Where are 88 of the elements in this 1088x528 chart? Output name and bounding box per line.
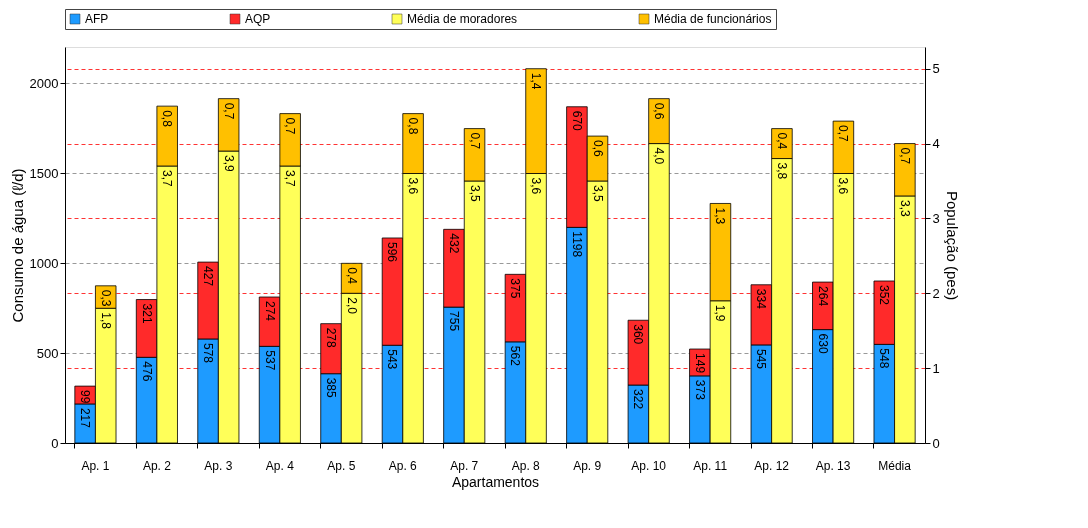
- data-label: 99: [78, 390, 93, 404]
- x-tick-label: Ap. 2: [142, 458, 172, 473]
- data-label: 360: [631, 324, 646, 345]
- x-tick-label: Ap. 1: [81, 458, 110, 473]
- data-label: 3,3: [897, 199, 912, 217]
- y2-tick-label: 2: [932, 285, 940, 301]
- data-label: 3,8: [774, 162, 789, 180]
- data-label: 3,5: [467, 185, 482, 202]
- legend-label: Média de funcionários: [654, 12, 772, 26]
- data-label: 375: [508, 278, 523, 299]
- x-tick-label: Ap. 12: [754, 458, 790, 473]
- x-axis-title: Apartamentos: [451, 473, 540, 490]
- data-label: 543: [385, 349, 400, 370]
- data-label: 4,0: [651, 147, 666, 165]
- data-label: 385: [324, 377, 339, 399]
- data-label: 352: [877, 285, 892, 306]
- data-label: 545: [754, 348, 769, 370]
- data-label: 0,7: [283, 117, 298, 135]
- y2-tick-label: 1: [932, 360, 940, 376]
- x-tick-label: Ap. 10: [631, 458, 667, 473]
- data-label: 537: [262, 350, 277, 371]
- data-label: 3,6: [406, 177, 421, 195]
- y-axis-title: Consumo de água (ℓ/d): [8, 168, 26, 323]
- data-label: 0,7: [836, 125, 851, 143]
- data-label: 1,8: [98, 312, 113, 330]
- data-label: 373: [692, 379, 707, 401]
- data-label: 432: [446, 233, 461, 254]
- x-tick-label: Ap. 3: [204, 458, 233, 473]
- data-label: 321: [139, 303, 154, 324]
- data-label: 755: [446, 311, 461, 332]
- y2-axis-title: População (pes): [943, 190, 961, 301]
- data-label: 3,6: [529, 177, 544, 195]
- data-label: 278: [324, 327, 339, 349]
- x-tick-label: Ap. 9: [573, 458, 602, 473]
- data-label: 596: [385, 241, 400, 263]
- data-label: 1,9: [713, 304, 728, 322]
- data-label: 3,9: [221, 155, 236, 173]
- data-label: 3,7: [283, 170, 298, 188]
- data-label: 1,4: [529, 72, 544, 90]
- data-label: 1,3: [713, 207, 728, 225]
- data-label: 427: [201, 266, 216, 287]
- x-tick-label: Ap. 8: [511, 458, 541, 473]
- x-tick-label: Ap. 5: [327, 458, 356, 473]
- y2-tick-label: 4: [932, 136, 940, 152]
- data-label: 264: [815, 286, 830, 307]
- data-label: 3,6: [836, 177, 851, 195]
- x-tick-label: Ap. 4: [265, 458, 295, 473]
- data-label: 2,0: [344, 297, 359, 315]
- data-label: 0,6: [590, 140, 605, 158]
- data-label: 0,7: [221, 102, 236, 120]
- data-label: 630: [815, 333, 830, 354]
- legend-label: Média de moradores: [407, 12, 518, 26]
- legend-label: AFP: [85, 12, 109, 26]
- data-label: 3,7: [160, 170, 175, 188]
- data-label: 0,7: [897, 147, 912, 165]
- x-tick-label: Ap. 7: [450, 458, 479, 473]
- y2-tick-label: 5: [932, 61, 940, 77]
- data-label: 562: [508, 345, 523, 367]
- data-label: 1198: [569, 231, 584, 258]
- x-tick-label: Média: [878, 458, 912, 473]
- y2-tick-label: 3: [932, 210, 940, 226]
- data-label: 0,7: [467, 132, 482, 150]
- y-tick-label: 1500: [29, 165, 59, 181]
- legend-label: AQP: [245, 12, 271, 26]
- y-tick-label: 500: [36, 345, 59, 361]
- data-label: 0,8: [406, 117, 421, 135]
- data-label: 0,8: [160, 110, 175, 128]
- data-label: 334: [754, 288, 769, 310]
- x-tick-label: Ap. 6: [388, 458, 418, 473]
- x-tick-label: Ap. 11: [693, 458, 728, 473]
- data-label: 322: [631, 389, 646, 410]
- y-tick-label: 0: [51, 435, 59, 451]
- data-label: 578: [201, 342, 216, 364]
- data-label: 149: [692, 353, 707, 374]
- data-label: 3,5: [590, 185, 605, 202]
- data-label: 274: [262, 301, 277, 322]
- data-label: 670: [569, 110, 584, 132]
- data-label: 0,3: [98, 289, 113, 307]
- data-label: 0,4: [774, 132, 789, 150]
- y-tick-label: 2000: [29, 75, 59, 91]
- y-tick-label: 1000: [29, 255, 59, 271]
- y2-tick-label: 0: [932, 435, 940, 451]
- data-label: 0,6: [651, 102, 666, 120]
- data-label: 548: [877, 348, 892, 369]
- data-label: 476: [139, 361, 154, 382]
- data-label: 217: [78, 407, 93, 429]
- data-label: 0,4: [344, 267, 359, 285]
- x-tick-label: Ap. 13: [815, 458, 851, 473]
